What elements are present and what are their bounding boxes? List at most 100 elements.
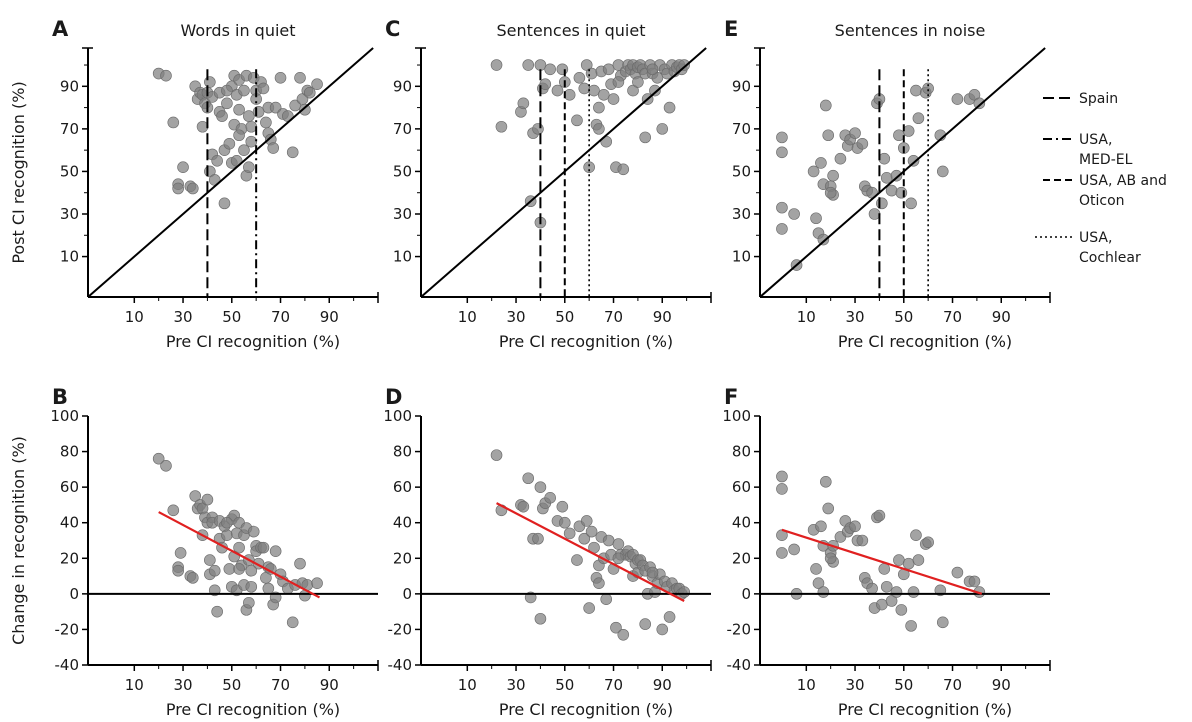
data-point [257,541,270,554]
data-point [907,586,920,598]
data-point [585,67,598,80]
data-point [243,596,255,609]
data-point [252,106,265,118]
data-point [201,493,214,506]
data-point [578,532,591,545]
x-tick-label: 30 [506,308,525,326]
legend-label: USA, MED-EL [1079,132,1133,168]
data-point [204,76,216,88]
data-point [245,120,258,133]
data-point [876,598,888,611]
y-tick-label: 70 [393,120,412,138]
data-point [885,595,898,607]
legend-label: USA, AB and Oticon [1079,173,1167,209]
x-tick-label: 70 [604,676,623,694]
data-point [810,212,822,225]
data-point [286,616,299,629]
panel-letter: F [724,385,738,409]
data-point [905,620,917,632]
y-tick-label: 80 [393,443,412,461]
data-point [583,161,595,173]
data-point [233,129,245,142]
data-point [189,490,202,502]
data-point [639,131,652,144]
data-point [243,110,255,122]
data-point [856,137,869,150]
data-point [602,534,615,547]
data-point [827,169,839,182]
data-point [600,593,613,605]
data-point [593,123,605,135]
y-tick-label: 70 [60,120,79,138]
data-point [221,84,233,97]
data-point [907,154,920,167]
data-point [299,103,311,116]
data-point [186,572,199,584]
x-tick-label: 70 [604,308,623,326]
data-point [866,582,878,595]
data-point [571,114,583,127]
data-point [243,161,255,173]
data-point [824,186,837,199]
data-point [174,547,187,559]
data-point [556,500,569,513]
data-point [260,116,272,129]
data-point [517,500,530,513]
y-tick-label: 0 [402,585,412,603]
data-point [311,78,323,90]
data-point [490,59,503,71]
data-point [817,586,830,598]
y-tick-label: 20 [393,549,412,567]
data-point [269,545,282,557]
data-point [177,161,189,173]
data-point [893,554,905,566]
data-point [910,529,922,541]
data-point [607,93,620,105]
data-point [856,534,869,547]
y-axis-label: Post CI recognition (%) [9,81,28,263]
x-axis-label: Pre CI recognition (%) [499,700,673,719]
data-point [597,89,610,101]
y-tick-label: 10 [60,248,79,266]
x-tick-label: 50 [222,676,241,694]
x-tick-label: 70 [943,308,962,326]
data-point [289,99,301,112]
panel-letter: C [385,17,400,41]
panel-letter: E [724,17,738,41]
data-point [910,84,922,97]
y-tick-label: -20 [388,620,413,638]
data-point [262,582,275,595]
data-point [890,586,903,598]
data-point [632,76,644,88]
x-tick-label: 70 [943,676,962,694]
y-axis-label: Change in recognition (%) [9,436,28,645]
data-point [573,71,586,84]
identity-line [420,47,707,298]
x-tick-label: 90 [992,308,1011,326]
x-tick-label: 50 [894,676,913,694]
data-point [873,509,886,522]
y-tick-label: 90 [393,77,412,95]
legend-label: USA, Cochlear [1079,230,1141,266]
y-tick-label: 90 [60,77,79,95]
data-point [902,125,915,137]
data-point [893,129,905,142]
data-point [216,110,228,122]
data-point [211,154,223,167]
x-tick-label: 30 [845,308,864,326]
data-point [810,563,822,575]
data-point [238,144,250,156]
y-tick-label: 30 [393,205,412,223]
data-point [878,563,891,575]
y-tick-label: -40 [727,656,752,674]
regression-line [496,502,685,602]
data-point [267,142,280,154]
data-point [532,532,544,545]
data-point [612,76,625,88]
data-point [578,82,591,95]
data-point [588,84,600,97]
y-tick-label: 100 [383,407,412,425]
data-point [172,564,184,577]
data-point [776,201,788,214]
data-point [274,71,287,84]
